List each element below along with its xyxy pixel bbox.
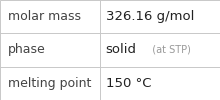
Text: molar mass: molar mass [8, 10, 81, 23]
Text: solid: solid [106, 44, 137, 56]
Text: 326.16 g/mol: 326.16 g/mol [106, 10, 194, 23]
Text: 150 °C: 150 °C [106, 77, 151, 90]
Text: melting point: melting point [8, 77, 91, 90]
Text: (at STP): (at STP) [146, 45, 191, 55]
Text: phase: phase [8, 44, 46, 56]
